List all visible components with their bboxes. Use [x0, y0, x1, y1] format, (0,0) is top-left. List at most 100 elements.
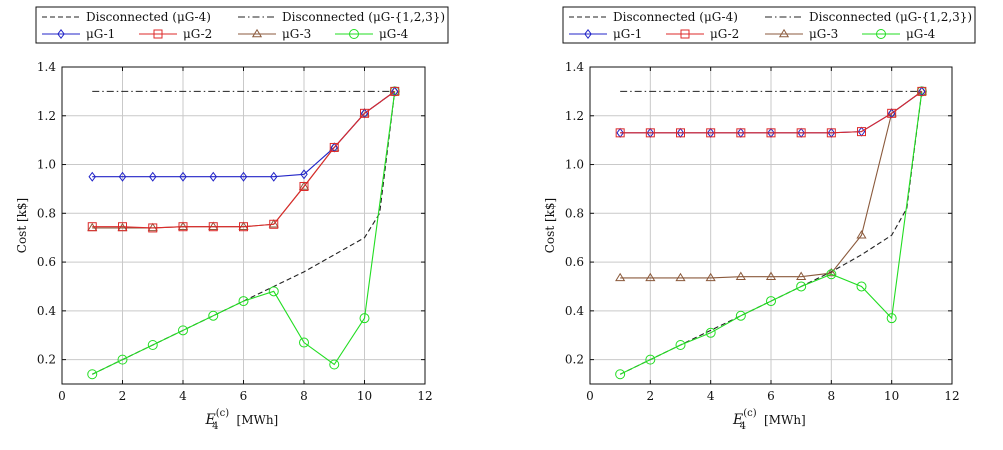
legend-entry-g2: μG-2: [139, 27, 212, 41]
data-point-g4: [615, 369, 626, 380]
data-point-g3: [675, 272, 686, 282]
data-point-g3: [856, 230, 867, 239]
data-point-g1: [209, 171, 218, 182]
y-tick-label: 1.2: [565, 109, 584, 123]
legend-entry-g1: μG-1: [569, 27, 642, 41]
y-tick-label: 0.4: [565, 304, 584, 318]
legend-marker-g3: [251, 28, 263, 38]
x-tick-label: 2: [647, 389, 655, 403]
legend-right: Disconnected (μG-4) Disconnected (μG-{1,2…: [562, 6, 976, 44]
data-point-g3: [765, 271, 777, 280]
data-point-g1: [118, 171, 127, 182]
data-point-g4: [886, 313, 897, 324]
data-point-g3: [645, 272, 656, 282]
x-tick-label: 6: [767, 389, 775, 403]
data-point-g4: [645, 354, 656, 365]
data-point-g3: [268, 219, 279, 228]
data-point-g3: [298, 181, 310, 190]
legend-marker-g4: [876, 29, 886, 39]
y-tick-label: 1.0: [565, 158, 584, 172]
legend-marker-g3: [778, 28, 790, 38]
legend-box: [35, 6, 449, 44]
y-tick-label: 0.2: [565, 353, 584, 367]
data-point-g2: [329, 142, 339, 152]
data-point-g3: [826, 267, 837, 277]
y-tick-label: 0.2: [37, 353, 56, 367]
legend-label-g3: μG-3: [809, 27, 838, 41]
legend-entry-g4: μG-4: [862, 27, 936, 41]
legend-box: [562, 6, 976, 44]
data-point-g4: [147, 339, 158, 350]
legend-entry-disc123: Disconnected (μG-{1,2,3}): [238, 10, 445, 24]
y-tick-label: 1.0: [37, 158, 56, 172]
data-point-g2: [390, 86, 400, 96]
legend-marker-g2: [153, 29, 163, 39]
data-point-g2: [360, 108, 369, 118]
x-tick-label: 10: [357, 389, 372, 403]
y-tick-label: 0.8: [565, 206, 584, 220]
data-point-g4: [299, 337, 309, 348]
data-point-g2: [706, 128, 716, 138]
legend-label-disc4: Disconnected (μG-4): [86, 10, 211, 24]
series-line-g2: [92, 90, 396, 229]
data-point-g4: [87, 369, 98, 380]
data-point-g2: [87, 222, 97, 232]
data-point-g2: [826, 128, 836, 138]
data-point-g1: [179, 171, 187, 182]
data-point-g3: [705, 272, 716, 282]
data-point-g4: [359, 313, 370, 324]
chart-left: 0 2 4 6 8 10 12 0.2 0.4 0.6 0.8 1.0 1.2 1.4 E(c) 4 [MWh]…: [15, 60, 433, 432]
y-tick-label: 0.4: [37, 304, 56, 318]
y-tick-label: 1.4: [565, 60, 584, 74]
chart-right: 0 2 4 6 8 10 12 0.2 0.4 0.6 0.8 1.0 1.2 1.4 E(c) 4 [MWh]…: [543, 60, 960, 432]
x-tick-label: 2: [119, 389, 127, 403]
legend-entry-disc4: Disconnected (μG-4): [42, 10, 211, 24]
data-point-g4: [238, 296, 249, 307]
x-axis-label: E(c) 4 [MWh]: [205, 408, 279, 432]
y-tick-label: 0.6: [565, 255, 584, 269]
legend-label-g2: μG-2: [710, 27, 739, 41]
data-point-g1: [148, 171, 157, 182]
series-g2: [615, 86, 927, 138]
series-line-g3: [620, 90, 923, 279]
data-point-g1: [300, 169, 308, 180]
data-point-g1: [239, 171, 248, 182]
data-point-g2: [645, 128, 655, 138]
legend-label-disc123: Disconnected (μG-{1,2,3}): [809, 10, 972, 24]
legend-label-g1: μG-1: [613, 27, 642, 41]
series-line-disc4: [92, 91, 396, 375]
data-point-g3: [208, 221, 219, 230]
data-point-g2: [148, 223, 158, 233]
data-point-g4: [796, 281, 807, 292]
data-point-g4: [268, 286, 279, 297]
legend-left: Disconnected (μG-4) Disconnected (μG-{1,2…: [35, 6, 449, 44]
legend-label-g4: μG-4: [379, 27, 409, 41]
legend-entry-g2: μG-2: [666, 27, 739, 41]
data-point-g2: [766, 128, 776, 138]
data-point-g2: [676, 128, 685, 138]
legend-marker-g1: [584, 28, 592, 40]
data-point-g2: [615, 128, 625, 138]
data-point-g4: [735, 310, 746, 321]
grid: [61, 66, 426, 384]
legend-label-g3: μG-3: [282, 27, 311, 41]
legend-label-disc123: Disconnected (μG-{1,2,3}): [282, 10, 445, 24]
data-point-g2: [299, 181, 309, 191]
data-point-g4: [766, 296, 776, 307]
data-point-g4: [675, 339, 686, 350]
data-point-g4: [208, 310, 219, 321]
series-line-g2: [620, 90, 923, 134]
data-point-g3: [615, 272, 626, 282]
series-g4: [87, 86, 400, 380]
legend-label-g1: μG-1: [86, 27, 115, 41]
data-point-g4: [178, 325, 188, 336]
data-point-g2: [239, 222, 248, 232]
data-point-g2: [178, 222, 188, 232]
data-point-g3: [796, 271, 807, 280]
legend-label-g4: μG-4: [906, 27, 936, 41]
x-tick-label: 0: [586, 389, 594, 403]
data-point-g2: [736, 128, 746, 138]
data-point-g2: [857, 127, 866, 137]
data-point-g3: [177, 221, 189, 230]
